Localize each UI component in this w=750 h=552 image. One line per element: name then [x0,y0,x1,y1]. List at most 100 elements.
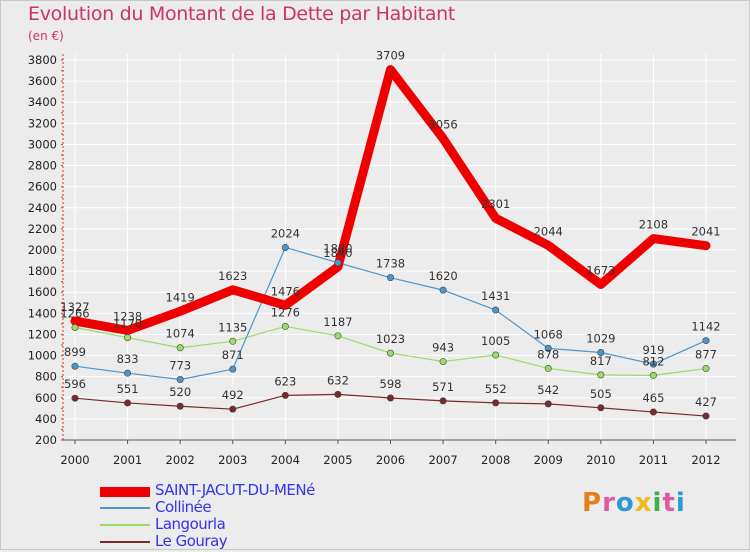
y-tick-label: 1800 [28,264,57,278]
x-tick-label: 2005 [323,453,352,467]
data-label-0: 3056 [428,118,457,132]
series-point-1 [439,286,447,294]
data-label-0: 1419 [166,290,195,304]
grid-vertical [74,54,707,440]
y-tick-label: 1600 [28,285,57,299]
series-point-3 [702,412,710,420]
series-point-1 [71,362,79,370]
series-point-1 [334,259,342,267]
y-tick-label: 2800 [28,159,57,173]
x-tick-label: 2003 [218,453,247,467]
series-point-3 [597,404,605,412]
y-tick-label: 200 [35,433,57,447]
series-point-2 [334,332,342,340]
y-tick-label: 3800 [28,53,57,67]
data-label-0: 2301 [481,197,510,211]
series-point-0 [491,214,500,223]
series-point-0 [123,326,132,335]
series-point-0 [439,134,448,143]
series-point-1 [176,376,184,384]
logo-letter: r [602,488,616,518]
x-tick-label: 2012 [691,453,720,467]
data-label-3: 465 [642,391,664,405]
y-tick-label: 3600 [28,74,57,88]
data-label-3: 492 [222,388,244,402]
data-label-2: 1276 [271,305,300,319]
data-label-3: 551 [117,382,139,396]
y-tick-label: 2400 [28,201,57,215]
logo-letter: x [634,488,653,518]
series-point-1 [492,306,500,314]
series-point-0 [544,241,553,250]
legend-swatch [100,541,150,543]
series-point-0 [71,317,79,326]
data-label-1: 2024 [271,226,300,240]
y-tick-label: 800 [35,370,57,384]
y-tick-label: 1400 [28,306,57,320]
series-point-2 [281,322,289,330]
data-label-2: 877 [695,348,717,362]
y-tick-label: 3200 [28,116,57,130]
series-point-0 [386,65,395,74]
data-label-1: 1142 [691,320,720,334]
legend-swatch [100,487,150,497]
series-point-2 [492,351,500,359]
data-label-2: 943 [432,341,454,355]
data-label-0: 1623 [218,269,247,283]
data-label-1: 1880 [323,242,352,256]
series-point-0 [702,241,710,250]
legend-label: Le Gouray [155,532,228,550]
data-label-3: 427 [695,395,717,409]
y-tick-label: 2200 [28,222,57,236]
data-label-2: 817 [590,354,612,368]
data-label-2: 1023 [376,332,405,346]
data-label-1: 1068 [534,327,563,341]
series-point-1 [124,369,132,377]
series-point-3 [386,394,394,402]
series-point-3 [334,390,342,398]
data-label-3: 571 [432,380,454,394]
legend-swatch [100,524,150,526]
data-label-2: 812 [642,354,664,368]
series-point-0 [649,234,658,243]
data-label-0: 1476 [271,284,300,298]
data-label-0: 2041 [691,225,720,239]
series-point-1 [229,365,237,373]
series-point-3 [176,402,184,410]
series-point-3 [229,405,237,413]
series-points [71,65,710,420]
series-point-0 [596,280,605,289]
series-point-0 [281,301,290,310]
data-label-1: 871 [222,348,244,362]
data-label-3: 623 [274,374,296,388]
legend-label: SAINT-JACUT-DU-MENé [155,481,315,499]
data-label-2: 1187 [323,315,352,329]
series-point-2 [124,334,132,342]
series-point-1 [649,360,657,368]
logo-letter: o [615,488,635,518]
series-point-1 [281,243,289,251]
x-axis-ticks: 2000 2001 2002 2003 2004 2005 2006 2007 2008 2009… [60,453,720,467]
data-label-2: 1005 [481,334,510,348]
series-point-2 [702,365,710,373]
y-tick-label: 2600 [28,180,57,194]
series-point-1 [702,337,710,345]
data-label-1: 1620 [428,269,457,283]
series-point-3 [649,408,657,416]
series-point-3 [281,391,289,399]
data-label-3: 542 [537,383,559,397]
data-label-3: 598 [380,377,402,391]
data-label-0: 2044 [534,224,563,238]
y-tick-label: 3400 [28,95,57,109]
x-tick-label: 2008 [481,453,510,467]
y-tick-label: 2000 [28,243,57,257]
data-label-2: 1074 [166,327,195,341]
x-tick-label: 2009 [534,453,563,467]
data-label-0: 3709 [376,49,405,63]
logo-letter: i [652,488,663,518]
series-point-2 [439,358,447,366]
series-point-2 [386,349,394,357]
data-label-1: 1029 [586,331,615,345]
x-tick-label: 2006 [376,453,405,467]
